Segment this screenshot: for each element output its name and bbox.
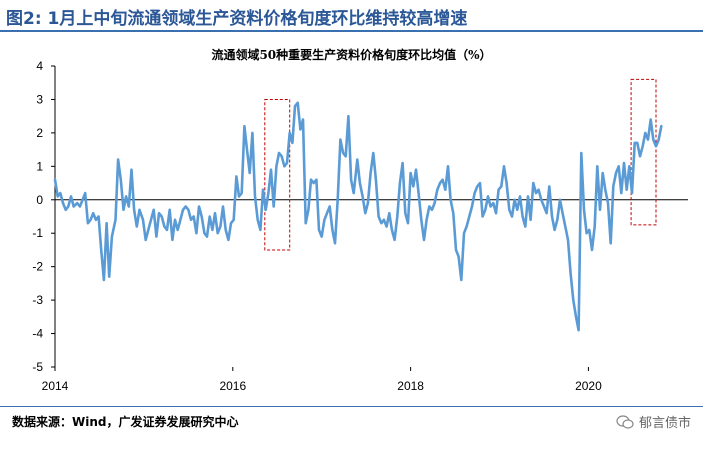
watermark-text: 郁言债市 [638,416,691,431]
source-note: 数据来源：Wind，广发证券发展研究中心 [12,415,239,429]
wechat-icon [616,414,634,429]
y-tick-label: 1 [36,159,43,173]
highlight-box [264,98,291,251]
y-tick-label: 0 [36,193,43,207]
y-tick-label: 4 [36,59,43,73]
y-tick-label: -5 [32,360,43,374]
x-tick-label: 2018 [397,379,424,393]
y-tick-label: -1 [32,226,43,240]
highlight-box [630,78,657,226]
y-tick-label: 3 [36,92,43,106]
x-tick-label: 2020 [575,379,602,393]
watermark: 郁言债市 [616,412,691,431]
y-tick-label: -3 [32,293,43,307]
chart-title: 流通领域50种重要生产资料价格旬度环比均值（%） [211,48,492,62]
figure-header: 图2: 1月上中旬流通领域生产资料价格旬度环比维持较高增速 [0,0,703,32]
footer-divider [0,406,703,407]
y-tick-label: 2 [36,126,43,140]
y-tick-label: -2 [32,260,43,274]
x-tick-label: 2016 [219,379,246,393]
series-line [53,101,663,332]
figure-title: 图2: 1月上中旬流通领域生产资料价格旬度环比维持较高增速 [6,9,468,29]
x-tick-label: 2014 [42,379,69,393]
y-tick-label: -4 [32,327,43,341]
